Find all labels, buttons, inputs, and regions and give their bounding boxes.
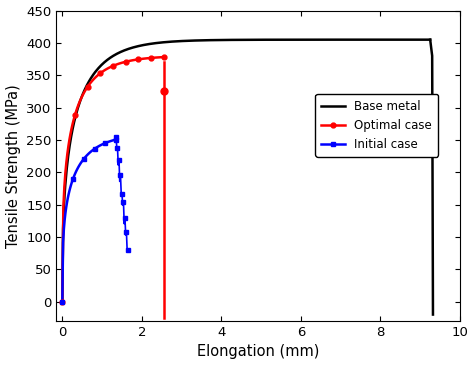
Y-axis label: Tensile Strength (MPa): Tensile Strength (MPa) bbox=[6, 84, 20, 248]
X-axis label: Elongation (mm): Elongation (mm) bbox=[197, 345, 319, 360]
Legend: Base metal, Optimal case, Initial case: Base metal, Optimal case, Initial case bbox=[315, 94, 438, 157]
